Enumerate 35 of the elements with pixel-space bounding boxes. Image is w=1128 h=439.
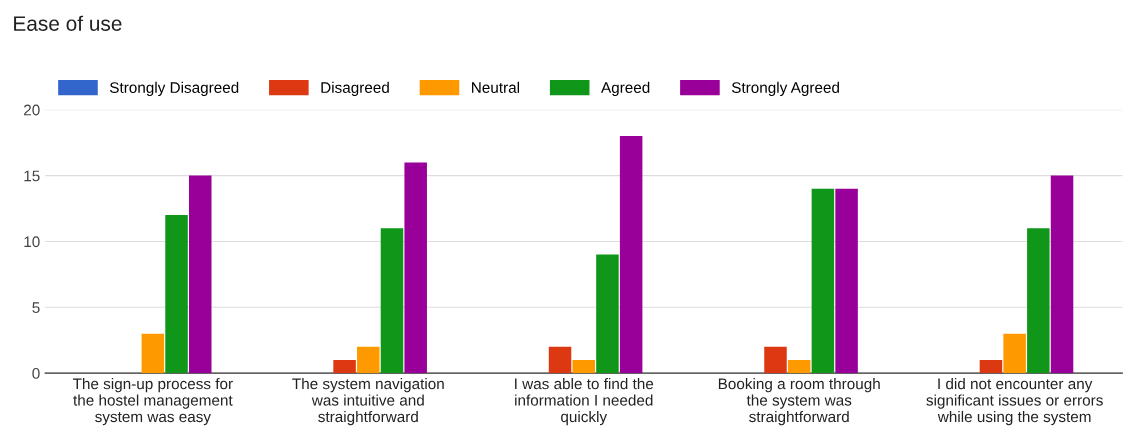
y-tick-label: 5 bbox=[32, 302, 40, 313]
bar bbox=[141, 333, 165, 374]
x-tick-label: I did not encounter any significant issues or errors while using the system bbox=[926, 378, 1103, 426]
x-tick-label: The system navigation was intuitive and straightforward bbox=[292, 378, 444, 426]
bar bbox=[764, 346, 787, 374]
y-tick-label: 20 bbox=[24, 104, 40, 116]
bar bbox=[404, 162, 427, 374]
legend-label: Neutral bbox=[472, 81, 520, 93]
legend-label: Strongly Disagreed bbox=[109, 81, 239, 96]
bar bbox=[619, 136, 643, 374]
y-tick-label: 0 bbox=[32, 368, 40, 379]
bar bbox=[357, 346, 380, 374]
legend-label: Strongly Agreed bbox=[731, 81, 839, 96]
bar bbox=[1027, 228, 1050, 374]
bar bbox=[835, 188, 858, 374]
bar bbox=[979, 359, 1003, 374]
bar bbox=[380, 228, 404, 374]
x-tick-label: I was able to find the information I needed quickly bbox=[515, 378, 654, 426]
y-tick-label: 10 bbox=[24, 236, 40, 248]
bar bbox=[572, 359, 595, 374]
x-tick-label: Booking a room through the system was straightforward bbox=[718, 378, 880, 426]
x-tick-label: The sign-up process for the hostel management system was easy bbox=[72, 378, 233, 426]
chart-title: Ease of use bbox=[14, 15, 122, 31]
bar bbox=[188, 175, 212, 374]
bar bbox=[165, 215, 188, 374]
legend-label: Agreed bbox=[601, 81, 650, 96]
y-tick-label: 15 bbox=[24, 170, 40, 182]
bar bbox=[1050, 175, 1074, 374]
bar bbox=[596, 254, 619, 374]
bar bbox=[333, 359, 356, 374]
bar bbox=[1003, 333, 1026, 374]
bar bbox=[787, 359, 811, 374]
bar bbox=[811, 188, 835, 374]
bar bbox=[548, 346, 572, 374]
legend-label: Disagreed bbox=[321, 81, 389, 96]
